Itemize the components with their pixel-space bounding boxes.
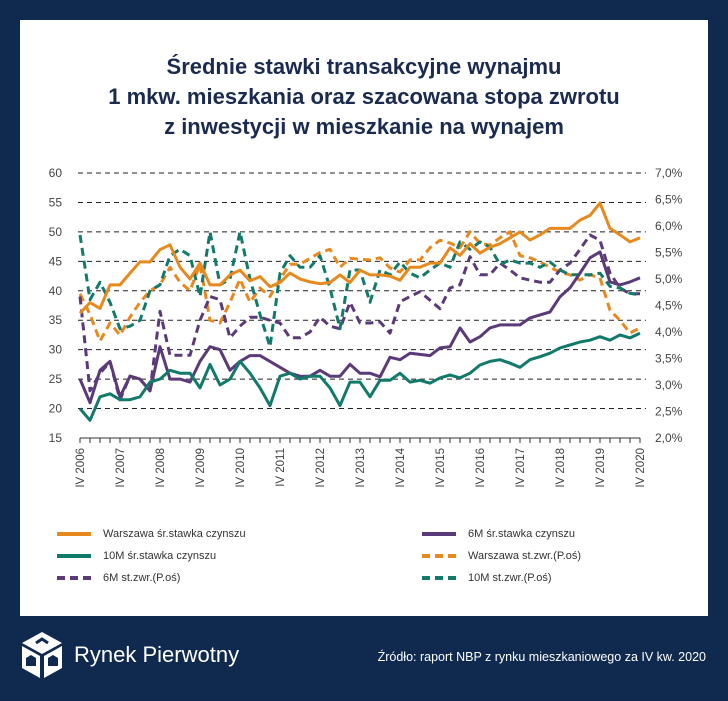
cube-logo-icon: [22, 632, 62, 678]
x-tick-label: IV 2012: [315, 448, 327, 488]
legend-label: 10M st.zwr.(P.oś): [468, 572, 552, 584]
legend-swatch: [57, 576, 91, 580]
legend-item: 10M śr.stawka czynszu: [57, 550, 216, 562]
x-tick-label: IV 2007: [115, 448, 127, 488]
y-left-tick-label: 20: [49, 402, 63, 416]
x-tick-label: IV 2016: [475, 448, 487, 488]
legend-label: Warszawa śr.stawka czynszu: [103, 528, 246, 540]
legend-swatch: [422, 576, 456, 580]
brand-logo: Rynek Pierwotny: [20, 630, 239, 680]
y-left-tick-label: 55: [49, 195, 63, 209]
y-left-tick-label: 15: [49, 431, 63, 445]
y-left-tick-label: 25: [49, 372, 63, 386]
x-tick-label: IV 2017: [515, 448, 527, 488]
x-tick-label: IV 2013: [355, 448, 367, 488]
y-left-tick-label: 60: [49, 166, 63, 180]
legend-swatch: [57, 532, 91, 536]
x-tick-label: IV 2014: [395, 447, 407, 487]
series-line-4: [78, 233, 640, 402]
y-right-tick-label: 3,0%: [655, 378, 683, 392]
series-line-2: [78, 331, 641, 422]
series-line-1: [78, 250, 641, 405]
y-right-tick-label: 6,5%: [655, 193, 683, 207]
y-left-tick-label: 35: [49, 313, 63, 327]
x-tick-label: IV 2018: [555, 448, 567, 488]
series-line-0: [78, 201, 641, 315]
x-tick-label: IV 2010: [235, 448, 247, 488]
y-left-tick-label: 50: [49, 225, 63, 239]
title-line: 1 mkw. mieszkania oraz szacowana stopa z…: [108, 84, 620, 109]
y-right-tick-label: 6,0%: [655, 219, 683, 233]
x-tick-label: IV 2009: [195, 448, 207, 488]
chart-card: [20, 20, 708, 616]
y-left-tick-label: 45: [49, 254, 63, 268]
x-tick-label: IV 2008: [155, 448, 167, 488]
series-line-3: [78, 230, 641, 343]
legend-swatch: [422, 554, 456, 558]
source-note: Źródło: raport NBP z rynku mieszkanioweg…: [377, 650, 706, 664]
y-right-tick-label: 4,5%: [655, 299, 683, 313]
legend-swatch: [57, 554, 91, 558]
y-right-tick-label: 3,5%: [655, 352, 683, 366]
title-line: z inwestycji w mieszkanie na wynajem: [164, 114, 564, 139]
legend-label: 6M st.zwr.(P.oś): [103, 572, 181, 584]
y-right-tick-label: 2,5%: [655, 405, 683, 419]
y-left-tick-label: 30: [49, 343, 63, 357]
legend-item: 6M śr.stawka czynszu: [422, 528, 575, 540]
y-right-tick-label: 4,0%: [655, 325, 683, 339]
legend-label: Warszawa st.zwr.(P.oś): [468, 550, 582, 562]
y-left-tick-label: 40: [49, 284, 63, 298]
x-tick-label: IV 2015: [435, 448, 447, 488]
y-right-tick-label: 7,0%: [655, 166, 683, 180]
y-right-tick-label: 2,0%: [655, 431, 683, 445]
legend-item: 6M st.zwr.(P.oś): [57, 572, 180, 584]
legend-item: Warszawa śr.stawka czynszu: [57, 528, 246, 540]
y-right-tick-label: 5,5%: [655, 246, 683, 260]
legend-item: 10M st.zwr.(P.oś): [422, 572, 552, 584]
x-tick-label: IV 2020: [635, 448, 647, 488]
x-tick-label: IV 2011: [275, 448, 287, 487]
legend-item: Warszawa st.zwr.(P.oś): [422, 550, 581, 562]
x-tick-label: IV 2019: [595, 448, 607, 488]
legend-label: 6M śr.stawka czynszu: [468, 528, 575, 540]
y-right-tick-label: 5,0%: [655, 272, 683, 286]
title-line: Średnie stawki transakcyjne wynajmu: [166, 54, 562, 79]
x-tick-label: IV 2006: [75, 448, 87, 488]
legend-label: 10M śr.stawka czynszu: [103, 550, 217, 562]
brand-name: Rynek Pierwotny: [74, 642, 240, 667]
legend-swatch: [422, 532, 456, 536]
chart-title: Średnie stawki transakcyjne wynajmu 1 mk…: [20, 52, 708, 142]
